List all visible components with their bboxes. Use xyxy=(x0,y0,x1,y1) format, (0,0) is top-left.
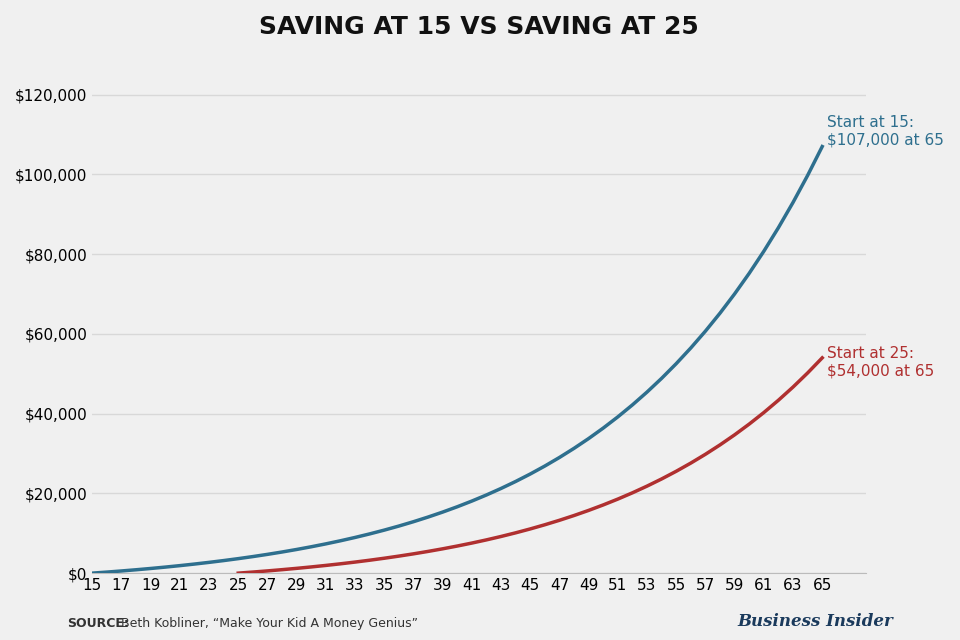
Text: Beth Kobliner, “Make Your Kid A Money Genius”: Beth Kobliner, “Make Your Kid A Money Ge… xyxy=(117,618,419,630)
Title: SAVING AT 15 VS SAVING AT 25: SAVING AT 15 VS SAVING AT 25 xyxy=(259,15,699,39)
Text: Start at 25:
$54,000 at 65: Start at 25: $54,000 at 65 xyxy=(827,346,934,378)
Text: SOURCE:: SOURCE: xyxy=(67,618,129,630)
Text: Start at 15:
$107,000 at 65: Start at 15: $107,000 at 65 xyxy=(827,115,944,147)
Text: Business Insider: Business Insider xyxy=(737,613,893,630)
